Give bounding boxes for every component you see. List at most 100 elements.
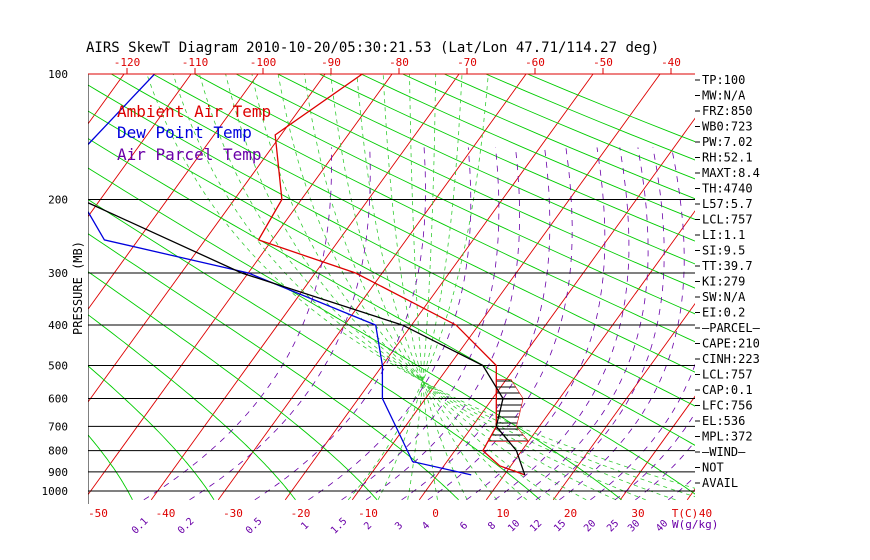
mixing-ratio-label: 0.5 bbox=[244, 516, 265, 537]
stats-item: EI:0.2 bbox=[702, 306, 745, 320]
moist-adiabat bbox=[146, 74, 695, 489]
top-temp-label: -100 bbox=[250, 56, 277, 69]
dry-adiabat bbox=[0, 55, 51, 500]
stats-item: CAP:0.1 bbox=[702, 383, 753, 397]
bottom-temp-label: -40 bbox=[156, 507, 176, 520]
dry-adiabat bbox=[359, 74, 695, 220]
legend: Ambient Air Temp Dew Point Temp Air Parc… bbox=[117, 102, 271, 164]
bottom-temp-label: 20 bbox=[564, 507, 577, 520]
dry-adiabat bbox=[88, 434, 133, 500]
chart-title: AIRS SkewT Diagram 2010-10-20/05:30:21.5… bbox=[86, 40, 659, 56]
isotherm-line bbox=[88, 74, 259, 311]
bottom-temp-label: 30 bbox=[631, 507, 644, 520]
dry-adiabat bbox=[443, 74, 695, 180]
mixing-ratio-label: 2 bbox=[362, 520, 374, 532]
mixing-ratio-label: 4 bbox=[420, 520, 432, 532]
mixing-ratio-line bbox=[516, 147, 649, 501]
bottom-temp-label: -20 bbox=[291, 507, 311, 520]
mixing-ratio-unit: W(g/kg) bbox=[672, 518, 718, 531]
legend-parcel: Air Parcel Temp bbox=[117, 145, 262, 164]
mixing-ratio-label: 0.1 bbox=[130, 516, 151, 537]
pressure-tick-label: 400 bbox=[48, 319, 68, 332]
isotherm-line bbox=[88, 74, 125, 125]
bottom-temp-label: 0 bbox=[432, 507, 439, 520]
mixing-ratio-label: 6 bbox=[458, 520, 470, 532]
top-temp-label: -40 bbox=[661, 56, 681, 69]
legend-ambient: Ambient Air Temp bbox=[117, 102, 271, 121]
isotherm-line bbox=[418, 117, 695, 501]
stats-item: LCL:757 bbox=[702, 368, 753, 382]
bottom-temp-label: 10 bbox=[496, 507, 509, 520]
moist-adiabat bbox=[225, 74, 646, 501]
stats-item: CINH:223 bbox=[702, 352, 760, 366]
pressure-tick-label: 1000 bbox=[42, 485, 69, 498]
top-temp-label: -90 bbox=[321, 56, 341, 69]
mixing-ratio-label: 25 bbox=[605, 518, 621, 534]
bottom-temp-label: -50 bbox=[88, 507, 108, 520]
dry-adiabat bbox=[526, 74, 695, 143]
stats-item: RH:52.1 bbox=[702, 151, 753, 165]
dry-adiabat bbox=[88, 314, 296, 501]
pressure-tick-label: 500 bbox=[48, 359, 68, 372]
dry-adiabat bbox=[88, 271, 378, 501]
stats-item: —WIND— bbox=[702, 445, 746, 459]
stats-item: SI:9.5 bbox=[702, 244, 745, 258]
mixing-ratio-line bbox=[466, 147, 606, 501]
top-temp-label: -70 bbox=[457, 56, 477, 69]
moist-adiabat bbox=[277, 74, 587, 501]
top-temp-label: -80 bbox=[389, 56, 409, 69]
stats-item: —PARCEL— bbox=[702, 321, 761, 335]
grid-lines bbox=[0, 55, 870, 501]
dry-adiabat bbox=[193, 74, 695, 315]
dry-adiabat bbox=[401, 74, 695, 200]
dry-adiabat bbox=[235, 74, 695, 289]
dry-adiabat bbox=[88, 84, 695, 407]
isotherm-line bbox=[88, 74, 326, 403]
isotherm-line bbox=[821, 55, 870, 500]
bottom-temp-label: 40 bbox=[699, 507, 712, 520]
isotherm-line bbox=[217, 74, 527, 501]
stats-item: EL:536 bbox=[702, 414, 745, 428]
temp-unit-label: T(C) bbox=[672, 507, 699, 520]
dry-adiabat bbox=[88, 365, 215, 501]
mixing-ratio-line bbox=[308, 147, 472, 501]
mixing-ratio-label: 20 bbox=[582, 518, 598, 534]
mixing-ratio-line bbox=[535, 147, 665, 501]
top-temp-label: -50 bbox=[593, 56, 613, 69]
moist-adiabat bbox=[330, 74, 527, 501]
stats-item: WB0:723 bbox=[702, 120, 753, 134]
dry-adiabat bbox=[276, 74, 695, 265]
mixing-ratio-line bbox=[341, 147, 500, 501]
mixing-ratio-line bbox=[559, 147, 685, 501]
mixing-ratio-label: 1 bbox=[299, 520, 311, 532]
mixing-ratio-label: 10 bbox=[506, 518, 522, 534]
pressure-tick-label: 800 bbox=[48, 445, 68, 458]
moist-adiabat bbox=[409, 74, 438, 500]
moist-adiabat bbox=[251, 74, 617, 501]
moist-adiabat bbox=[304, 74, 557, 501]
pressure-tick-label: 100 bbox=[48, 68, 68, 81]
moist-adiabat bbox=[377, 74, 463, 500]
mixing-ratio-label: 3 bbox=[393, 520, 405, 532]
top-temp-label: -60 bbox=[525, 56, 545, 69]
legend-dewpoint: Dew Point Temp bbox=[117, 123, 252, 142]
dry-adiabat bbox=[151, 74, 695, 343]
pressure-tick-label: 600 bbox=[48, 392, 68, 405]
stats-item: TH:4740 bbox=[702, 182, 753, 196]
stats-item: SW:N/A bbox=[702, 290, 746, 304]
mixing-ratio-line bbox=[427, 147, 573, 501]
series-line-1 bbox=[88, 74, 472, 476]
y-axis-label: PRESSURE (MB) bbox=[71, 241, 85, 335]
dry-adiabat bbox=[88, 233, 459, 501]
profile-lines bbox=[88, 74, 526, 476]
stats-item: LFC:756 bbox=[702, 399, 753, 413]
bottom-temp-label: -10 bbox=[358, 507, 378, 520]
dry-adiabat bbox=[88, 167, 622, 501]
isotherm-line bbox=[619, 395, 695, 501]
mixing-ratio-line bbox=[590, 363, 695, 501]
moist-adiabat bbox=[347, 74, 489, 501]
stats-item: LI:1.1 bbox=[702, 228, 745, 242]
mixing-ratio-label: 15 bbox=[552, 518, 568, 534]
